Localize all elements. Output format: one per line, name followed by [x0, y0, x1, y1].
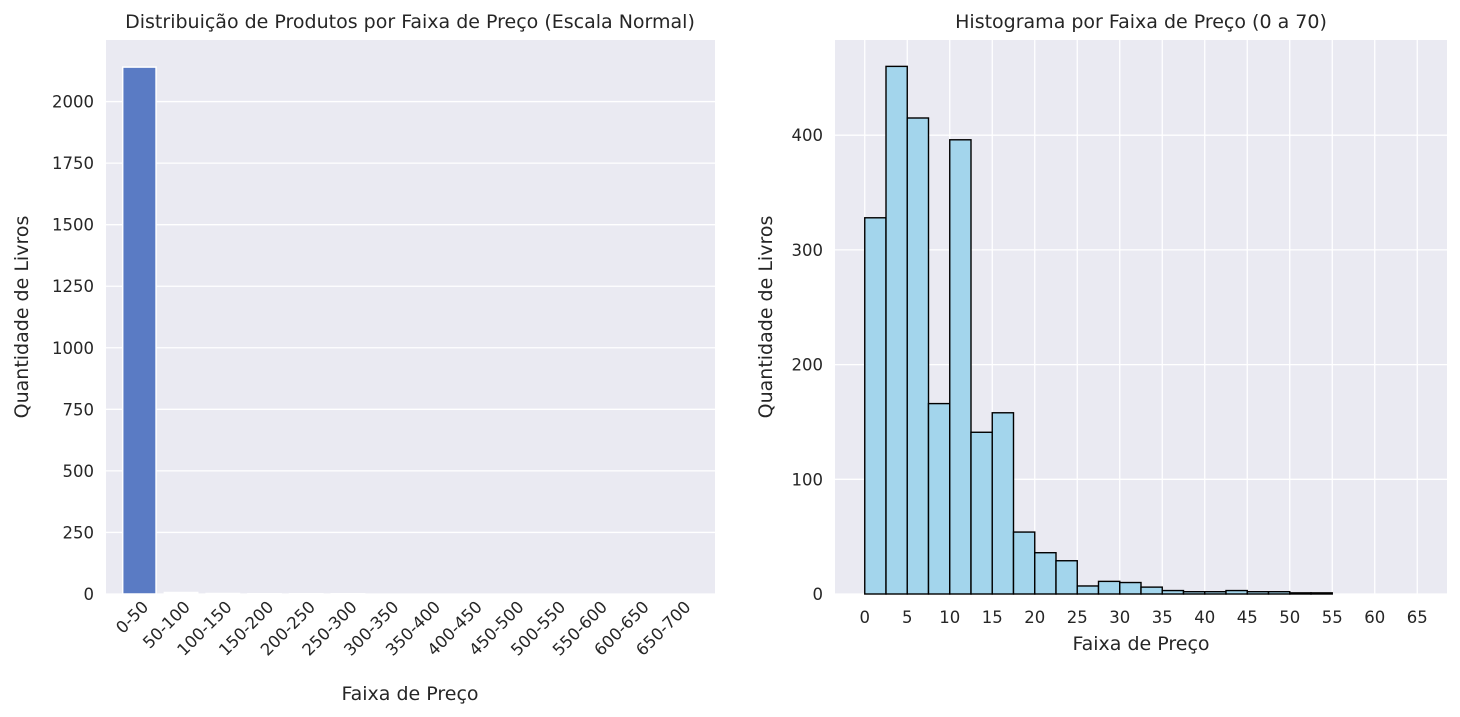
histogram-bar [1246, 591, 1270, 595]
y-tick-label: 2000 [52, 93, 94, 112]
x-axis-label: Faixa de Preço [1072, 633, 1209, 655]
histogram-bar [906, 117, 930, 595]
x-tick-label: 65 [1407, 608, 1428, 627]
y-tick-label: 0 [84, 585, 95, 604]
y-tick-label: 250 [63, 523, 95, 542]
x-tick-labels: 0 5 10 15 20 25 30 35 40 45 50 55 60 65 [860, 608, 1428, 627]
x-tick-label: 50 [1279, 608, 1300, 627]
bar [121, 66, 157, 595]
bars [864, 65, 1333, 595]
y-tick-labels: 0 250 500 750 1000 1250 1500 1750 2000 [52, 93, 94, 604]
y-tick-label: 1750 [52, 154, 94, 173]
y-tick-label: 750 [63, 400, 95, 419]
histogram-bar [1119, 581, 1142, 595]
x-tick-label: 20 [1024, 608, 1045, 627]
x-tick-label: 5 [902, 608, 913, 627]
bar-chart-price-distribution: 0 250 500 750 1000 1250 1500 1750 2000 0-5050-10… [11, 11, 715, 705]
histogram-bar [970, 431, 993, 595]
y-tick-label: 1000 [52, 339, 94, 358]
y-axis-label: Quantidade de Livros [11, 216, 33, 419]
chart-title: Histograma por Faixa de Preço (0 a 70) [955, 11, 1327, 33]
gridlines [106, 100, 715, 595]
histogram-bar [1034, 552, 1057, 595]
y-tick-label: 400 [792, 126, 824, 145]
histogram-bar [1182, 591, 1206, 595]
y-tick-label: 0 [813, 585, 824, 604]
x-tick-label: 15 [982, 608, 1003, 627]
histogram-bar [1225, 589, 1248, 595]
histogram-bar [1161, 589, 1185, 595]
y-axis-label: Quantidade de Livros [755, 216, 777, 419]
y-tick-label: 300 [792, 241, 824, 260]
histogram-bar [1140, 586, 1163, 595]
histogram-bar [1204, 591, 1227, 595]
histogram-bar [885, 65, 908, 595]
y-tick-label: 500 [63, 462, 95, 481]
histogram-bar [1267, 591, 1291, 595]
x-tick-label: 45 [1237, 608, 1258, 627]
y-tick-labels: 0 100 200 300 400 [792, 126, 824, 604]
plot-area [106, 40, 715, 594]
y-tick-label: 1250 [52, 277, 94, 296]
bars [121, 66, 366, 595]
histogram-bar [1012, 531, 1036, 595]
chart-title: Distribuição de Produtos por Faixa de Pr… [125, 11, 695, 33]
y-tick-label: 100 [792, 470, 824, 489]
x-tick-label: 0 [860, 608, 871, 627]
histogram-bar [1076, 585, 1100, 595]
histogram-bar [927, 402, 951, 595]
x-tick-label: 10 [939, 608, 960, 627]
bar [163, 591, 199, 595]
x-tick-label: 35 [1152, 608, 1173, 627]
x-tick-label: 60 [1364, 608, 1385, 627]
x-tick-label: 25 [1067, 608, 1088, 627]
x-axis-label: Faixa de Preço [341, 683, 478, 705]
y-tick-label: 1500 [52, 216, 94, 235]
x-tick-label: 30 [1109, 608, 1130, 627]
histogram-bar [1289, 592, 1312, 595]
histogram-bar [1310, 592, 1333, 595]
histogram-price-0-70: 0 100 200 300 400 0 5 10 15 20 25 30 35 40 45 50 55 60 65… [755, 11, 1447, 655]
histogram-bar [949, 139, 972, 595]
histogram-bar [1097, 580, 1121, 595]
x-tick-label: 40 [1194, 608, 1215, 627]
histogram-bar [864, 217, 887, 595]
x-tick-labels: 0-5050-100100-150150-200200-250250-30030… [112, 597, 694, 659]
histogram-bar [991, 412, 1015, 595]
histogram-bar [1055, 560, 1078, 595]
y-tick-label: 200 [792, 356, 824, 375]
x-tick-label: 55 [1322, 608, 1343, 627]
